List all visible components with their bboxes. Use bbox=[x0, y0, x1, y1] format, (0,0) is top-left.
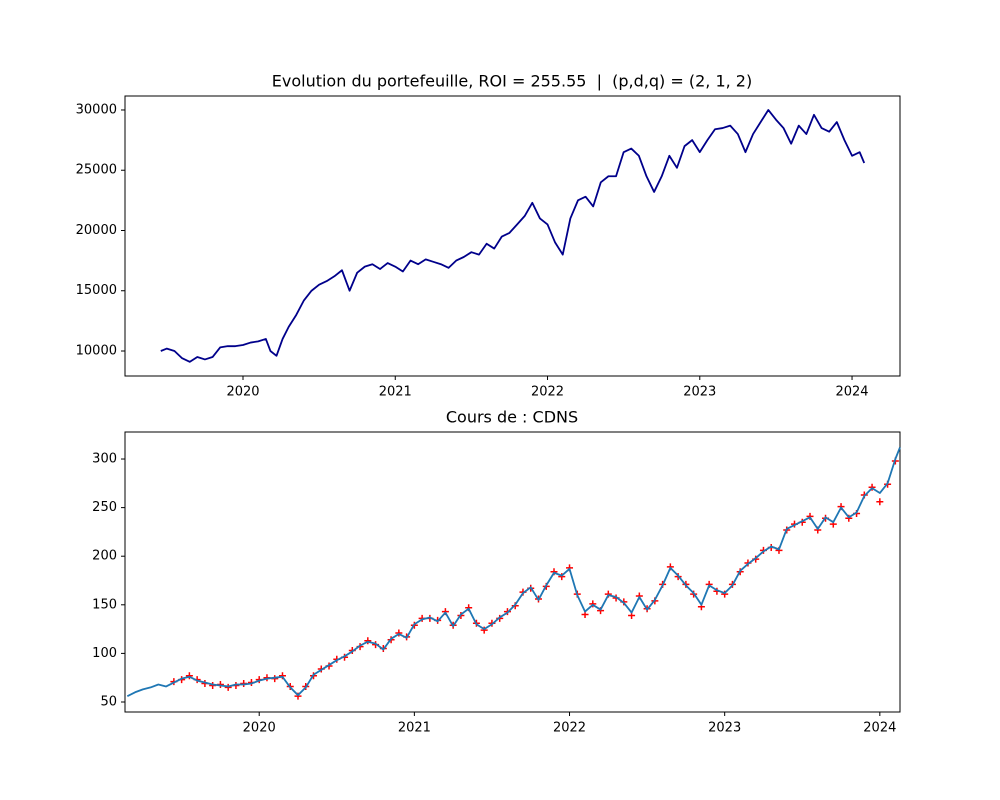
marker bbox=[876, 498, 884, 506]
x-tick-label: 2022 bbox=[531, 385, 564, 400]
y-tick-label: 25000 bbox=[76, 163, 117, 178]
chart-title: Cours de : CDNS bbox=[446, 408, 578, 427]
marker bbox=[364, 637, 372, 645]
x-tick-label: 2020 bbox=[243, 721, 276, 736]
y-tick-label: 200 bbox=[92, 549, 117, 564]
y-tick-label: 300 bbox=[92, 452, 117, 467]
marker bbox=[868, 483, 876, 491]
x-tick-label: 2021 bbox=[398, 721, 431, 736]
y-tick-label: 100 bbox=[92, 646, 117, 661]
marker bbox=[589, 600, 597, 608]
plot-area bbox=[124, 95, 901, 377]
line bbox=[160, 109, 866, 363]
y-tick-label: 150 bbox=[92, 597, 117, 612]
marker bbox=[558, 573, 566, 581]
marker bbox=[721, 590, 729, 598]
y-tick-label: 10000 bbox=[76, 343, 117, 358]
x-tick-label: 2021 bbox=[379, 385, 412, 400]
y-tick-label: 50 bbox=[100, 694, 117, 709]
chart-title: Evolution du portefeuille, ROI = 255.55 … bbox=[272, 72, 752, 91]
x-tick-label: 2020 bbox=[226, 385, 259, 400]
y-tick-label: 30000 bbox=[76, 102, 117, 117]
x-tick-label: 2024 bbox=[863, 721, 896, 736]
x-tick-label: 2023 bbox=[683, 385, 716, 400]
line bbox=[126, 447, 901, 697]
marker bbox=[294, 692, 302, 700]
y-tick-label: 250 bbox=[92, 500, 117, 515]
plot-area bbox=[124, 431, 901, 713]
marker bbox=[395, 629, 403, 637]
marker bbox=[185, 672, 193, 680]
x-tick-label: 2024 bbox=[835, 385, 868, 400]
x-tick-label: 2022 bbox=[553, 721, 586, 736]
y-tick-label: 15000 bbox=[76, 283, 117, 298]
y-tick-label: 20000 bbox=[76, 223, 117, 238]
marker bbox=[480, 626, 488, 634]
marker bbox=[224, 683, 232, 691]
x-tick-label: 2023 bbox=[708, 721, 741, 736]
